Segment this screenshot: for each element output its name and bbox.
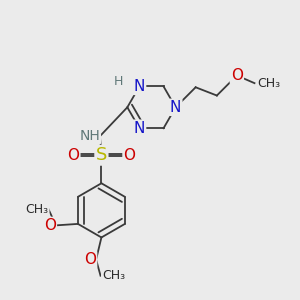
Text: O: O [84,252,96,267]
Text: S: S [96,146,107,164]
Text: O: O [231,68,243,83]
Text: H: H [114,76,123,88]
Text: O: O [67,148,79,163]
Text: O: O [44,218,56,233]
Text: NH: NH [79,129,100,143]
Text: CH₃: CH₃ [26,203,49,216]
Text: N: N [134,121,145,136]
Text: N: N [134,79,145,94]
Text: O: O [124,148,136,163]
Text: N: N [170,100,181,115]
Text: CH₃: CH₃ [257,77,280,90]
Text: CH₃: CH₃ [102,269,125,282]
